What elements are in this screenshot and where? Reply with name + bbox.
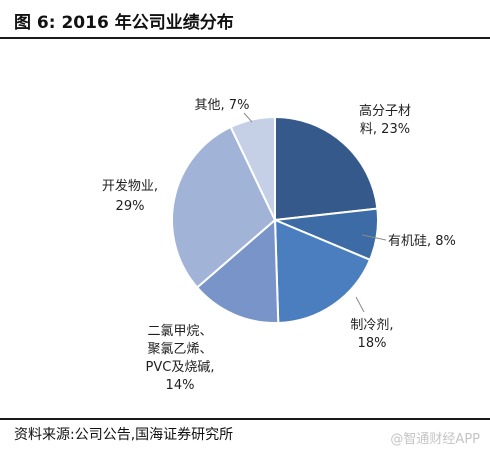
slice-label-1: 高分子材料, 23%	[359, 103, 411, 137]
slice-label-line: 有机硅, 8%	[388, 234, 456, 249]
slice-label-line: 二氯甲烷、	[147, 324, 212, 339]
slice-label-4: 二氯甲烷、聚氯乙烯、 PVC及烧碱, 14%	[146, 324, 215, 393]
leader-lines	[243, 112, 387, 313]
watermark: @智通财经APP	[390, 432, 480, 447]
title-divider	[0, 37, 490, 39]
slice-labels: 高分子材料, 23% 有机硅, 8% 制冷剂, 18% 二氯甲烷、聚氯乙烯、 PVC及烧碱…	[102, 98, 456, 393]
slice-label-line: 29%	[116, 199, 145, 214]
slice-label-line: 18%	[358, 336, 387, 351]
slice-label-line: PVC及烧碱,	[146, 360, 215, 375]
footer-divider	[0, 418, 490, 420]
slice-label-line: 开发物业,	[102, 178, 158, 194]
slice-label-line: 14%	[166, 378, 195, 393]
pie-slice-1	[274, 115, 379, 222]
pie-slice-3	[273, 218, 372, 324]
pie-slice-6	[229, 115, 276, 221]
chart-title: 图 6: 2016 年公司业绩分布	[14, 13, 234, 33]
slice-label-line: 高分子材	[359, 103, 411, 119]
slice-label-6: 其他, 7%	[195, 98, 250, 113]
slice-label-3: 制冷剂, 18%	[350, 318, 393, 351]
slice-label-5: 开发物业, 29%	[102, 178, 158, 214]
slice-label-2: 有机硅, 8%	[388, 234, 456, 249]
slice-label-line: 其他, 7%	[195, 98, 250, 113]
pie-slices	[171, 115, 379, 324]
pie-chart: 高分子材料, 23% 有机硅, 8% 制冷剂, 18% 二氯甲烷、聚氯乙烯、 PVC及烧碱…	[102, 98, 456, 393]
pie-slice-4	[195, 217, 280, 324]
source-note: 资料来源:公司公告,国海证券研究所	[14, 427, 234, 443]
leader-line-3	[355, 296, 365, 313]
leader-line-2	[361, 234, 387, 241]
leader-line-6	[243, 112, 253, 123]
slice-label-line: 料, 23%	[360, 122, 410, 137]
slice-label-line: 制冷剂,	[350, 318, 393, 333]
slice-label-line: 聚氯乙烯、	[147, 342, 212, 357]
